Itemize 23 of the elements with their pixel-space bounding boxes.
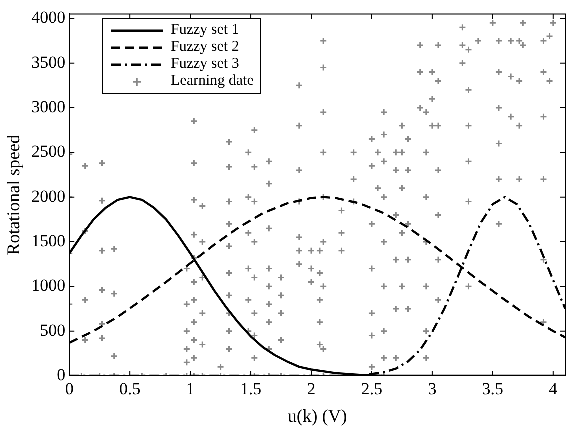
y-tick-label: 0 [57,365,66,384]
y-tick-label: 500 [40,320,66,340]
y-tick-label: 2500 [32,142,66,162]
legend-label: Fuzzy set 2 [171,39,240,56]
y-tick-label: 3500 [32,52,66,72]
legend-label: Fuzzy set 3 [171,56,240,73]
legend-label: Learning date [171,73,254,90]
x-tick-label: 2.5 [361,380,383,399]
y-tick-label: 3000 [32,97,66,116]
y-tick-label: 1000 [32,276,66,296]
x-tick-label: 2 [307,380,316,399]
x-tick-label: 3 [428,380,437,399]
x-tick-label: 1 [186,380,195,399]
legend-label: Fuzzy set 1 [171,22,240,39]
x-tick-label: 3.5 [482,380,504,399]
y-tick-label: 1500 [32,231,66,250]
x-tick-label: 4 [549,380,558,399]
y-tick-label: 4000 [32,8,66,28]
x-axis-title: u(k) (V) [288,406,348,426]
y-tick-label: 2000 [32,186,66,206]
y-axis-title: Rotational speed [4,134,24,256]
x-tick-label: 0.5 [119,380,141,399]
x-tick-label: 1.5 [240,380,262,399]
